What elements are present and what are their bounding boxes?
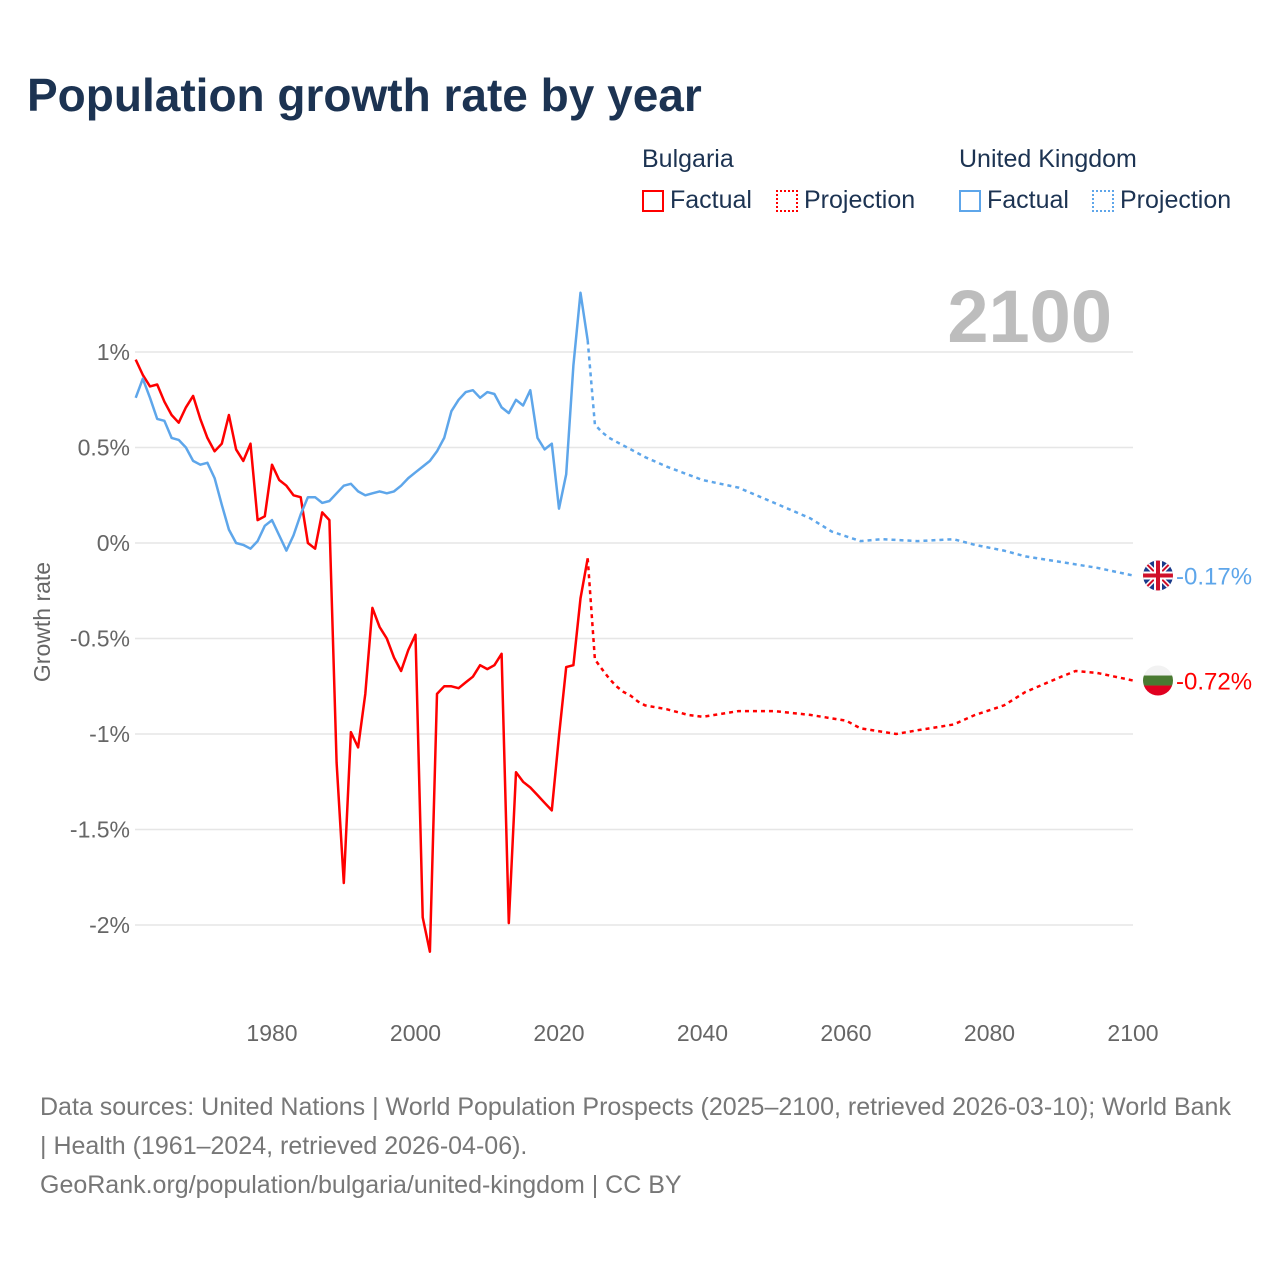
legend-bulgaria-projection[interactable]: Projection <box>776 186 915 215</box>
legend-group-bulgaria: Bulgaria <box>642 145 734 173</box>
y-tick-label: -1.5% <box>70 817 130 843</box>
legend-swatch-solid <box>959 189 981 212</box>
x-tick-label: 2020 <box>533 1020 584 1046</box>
flag-body <box>1143 560 1173 591</box>
y-tick-label: -0.5% <box>70 626 130 652</box>
legend-swatch-solid <box>642 189 664 212</box>
x-tick-label: 2060 <box>820 1020 871 1046</box>
series-line-projection-uk <box>586 340 1134 577</box>
end-value-label: -0.72% <box>1176 669 1252 696</box>
x-tick-label: 2000 <box>390 1020 441 1046</box>
flag-stripe-white <box>1143 665 1173 676</box>
legend-swatch-dotted <box>776 189 798 212</box>
y-tick-label: 0.5% <box>78 435 130 461</box>
line-chart: 1% 0.5% 0% -0.5% -1% -1.5% -2% 1980 2000 2020 2040… <box>29 275 1252 1046</box>
source-link[interactable]: GeoRank.org/population/bulgaria/united-k… <box>40 1171 682 1199</box>
footer: Data sources: United Nations | World Pop… <box>40 1088 1240 1205</box>
legend-uk-projection[interactable]: Projection <box>1092 186 1231 215</box>
data-sources: Data sources: United Nations | World Pop… <box>40 1093 1231 1160</box>
current-year-label: 2100 <box>947 275 1112 358</box>
bulgaria-flag-icon <box>1143 665 1173 696</box>
x-tick-label: 1980 <box>246 1020 297 1046</box>
series-line-projection-bulgaria <box>586 558 1134 736</box>
y-tick-label: 1% <box>97 339 130 365</box>
x-tick-label: 2100 <box>1107 1020 1158 1046</box>
end-value-label: -0.17% <box>1176 563 1252 590</box>
series-line-factual-bulgaria <box>134 359 589 953</box>
legend-label: Factual <box>670 186 752 214</box>
series-line-factual-uk <box>134 291 589 552</box>
legend-group-uk: United Kingdom <box>959 145 1137 173</box>
flag-body <box>1143 665 1173 696</box>
x-tick-label: 2040 <box>677 1020 728 1046</box>
legend-bulgaria-factual[interactable]: Factual <box>642 186 752 215</box>
legend-label: Factual <box>987 186 1069 214</box>
legend-swatch-dotted <box>1092 189 1114 212</box>
flag-stripe-green <box>1143 675 1173 686</box>
y-axis-label: Growth rate <box>29 562 55 682</box>
legend-label: Projection <box>804 186 916 214</box>
flag-stripe-red <box>1143 685 1173 696</box>
legend-label: Projection <box>1120 186 1232 214</box>
x-tick-label: 2080 <box>964 1020 1015 1046</box>
uk-flag-icon <box>1143 560 1173 591</box>
page-title: Population growth rate by year <box>27 69 702 121</box>
legend-uk-factual[interactable]: Factual <box>959 186 1069 215</box>
y-tick-label: -1% <box>89 721 130 747</box>
flag-cross-red <box>1143 560 1173 591</box>
y-tick-label: -2% <box>89 912 130 938</box>
y-tick-label: 0% <box>97 530 130 556</box>
